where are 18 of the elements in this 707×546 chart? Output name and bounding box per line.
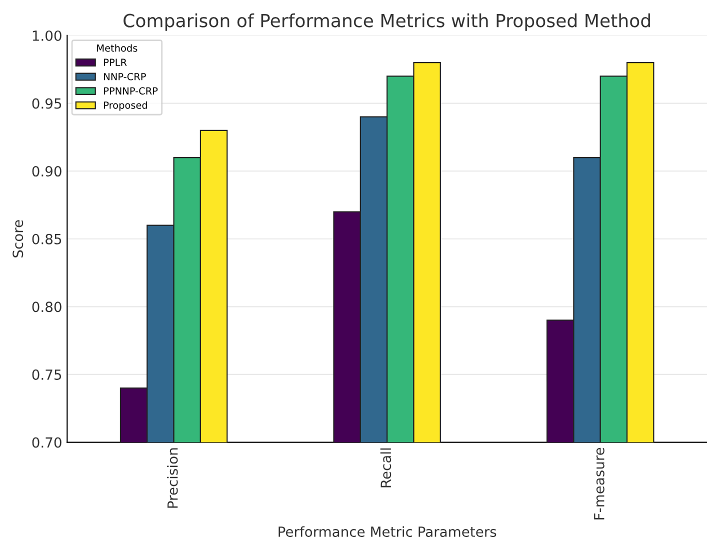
y-tick-label: 0.80 [32, 302, 62, 312]
y-tick-label: 0.85 [32, 234, 62, 244]
x-tick-label: Precision [167, 448, 178, 508]
legend-label: PPLR [104, 58, 127, 66]
chart-title: Comparison of Performance Metrics with Proposed Method [124, 13, 650, 31]
y-tick-label: 0.90 [32, 166, 62, 177]
y-tick-label: 0.70 [32, 437, 62, 448]
y-axis-title: Score [12, 220, 24, 258]
legend-label: PPNNP-CRP [104, 87, 158, 95]
y-tick-label: 1.00 [32, 30, 62, 41]
y-tick-label: 0.95 [32, 98, 62, 109]
legend-label: NNP-CRP [104, 72, 146, 80]
legend-title: Methods [97, 44, 138, 52]
x-tick-label: Recall [380, 448, 392, 488]
y-tick-label: 0.75 [32, 369, 62, 380]
legend-label: Proposed [104, 101, 148, 111]
x-axis-title: Performance Metric Parameters [278, 526, 496, 537]
x-tick-label: F-measure [594, 448, 604, 520]
